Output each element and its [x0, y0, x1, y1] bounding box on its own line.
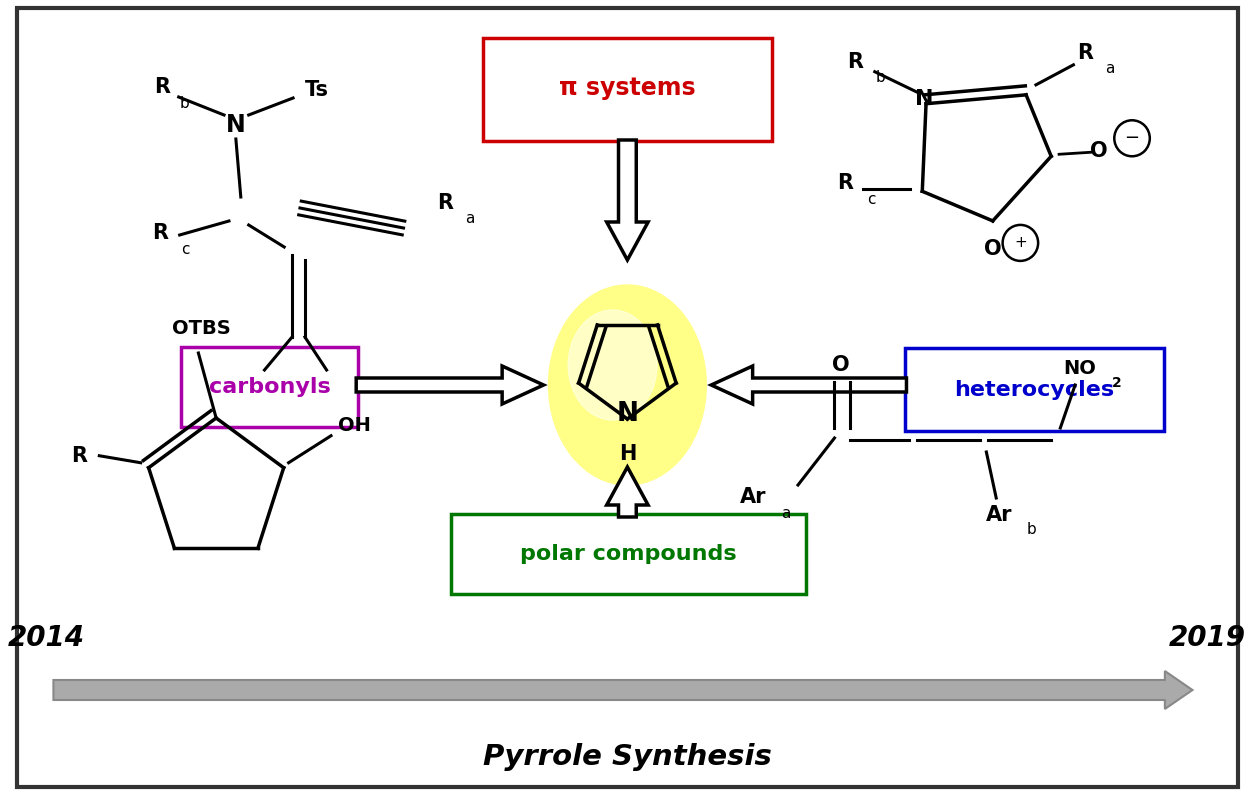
Text: Pyrrole Synthesis: Pyrrole Synthesis [483, 743, 771, 771]
Ellipse shape [568, 310, 657, 420]
Text: b: b [1027, 522, 1037, 537]
Text: OH: OH [339, 417, 371, 435]
Text: a: a [1105, 61, 1115, 76]
Text: O: O [1090, 142, 1107, 161]
Text: R: R [838, 173, 854, 193]
Text: Ar: Ar [740, 487, 767, 507]
Text: c: c [867, 192, 875, 207]
Text: polar compounds: polar compounds [520, 544, 736, 564]
FancyArrow shape [711, 366, 907, 404]
Text: −: − [1125, 130, 1140, 147]
FancyBboxPatch shape [18, 8, 1238, 787]
Text: O: O [984, 239, 1002, 259]
Text: π systems: π systems [559, 76, 696, 100]
Text: b: b [875, 70, 885, 85]
FancyBboxPatch shape [451, 514, 806, 594]
Text: Ar: Ar [986, 505, 1012, 525]
Text: +: + [1014, 235, 1027, 250]
FancyArrow shape [607, 140, 648, 260]
Text: 2014: 2014 [8, 624, 85, 652]
Text: N: N [226, 113, 246, 137]
Text: carbonyls: carbonyls [208, 377, 330, 397]
Text: N: N [617, 401, 638, 427]
FancyBboxPatch shape [483, 38, 772, 141]
Text: heterocycles: heterocycles [953, 379, 1114, 400]
Text: O: O [831, 355, 849, 375]
Text: R: R [436, 193, 453, 213]
Text: Ts: Ts [305, 80, 329, 100]
Text: 2019: 2019 [1169, 624, 1245, 652]
Text: R: R [846, 52, 863, 72]
Text: a: a [781, 506, 791, 521]
FancyBboxPatch shape [904, 348, 1164, 431]
FancyArrow shape [607, 467, 648, 517]
Ellipse shape [548, 285, 706, 485]
Text: N: N [915, 89, 933, 109]
Text: H: H [618, 444, 636, 464]
Text: OTBS: OTBS [172, 319, 231, 338]
Text: R: R [71, 446, 88, 466]
Text: R: R [1077, 43, 1093, 63]
Text: R: R [152, 223, 168, 243]
Text: NO: NO [1063, 359, 1096, 378]
Text: 2: 2 [1111, 376, 1121, 390]
FancyArrow shape [356, 366, 543, 404]
Text: R: R [154, 77, 169, 97]
Text: a: a [465, 211, 474, 226]
FancyBboxPatch shape [181, 347, 359, 427]
Text: b: b [179, 95, 189, 111]
FancyArrow shape [54, 671, 1193, 709]
Text: c: c [182, 242, 189, 257]
